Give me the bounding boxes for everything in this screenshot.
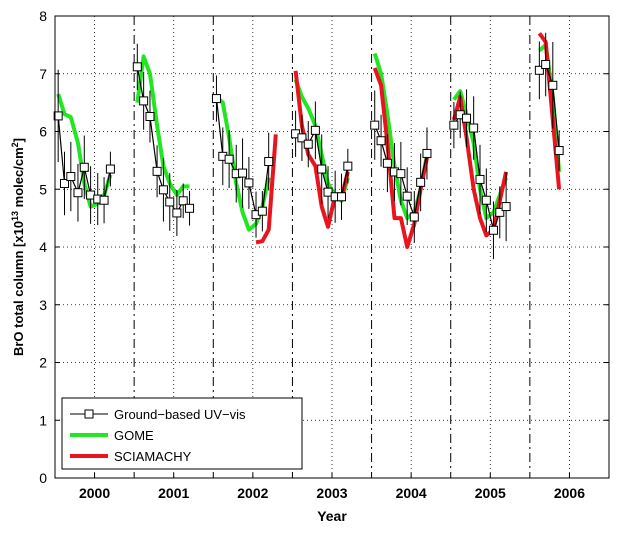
- ground-data-point: [165, 197, 175, 207]
- ground-data-point: [402, 191, 412, 201]
- x-tick-label: 2004: [396, 485, 427, 501]
- y-tick-label: 8: [39, 8, 47, 24]
- ground-data-point: [534, 65, 544, 75]
- sciamachy-series-line: [372, 67, 429, 249]
- ground-data-point: [475, 174, 485, 184]
- ground-data-point: [310, 125, 320, 135]
- axis-ticks: 0 1 2 3 4 5 6 7 8 2000 2001 2002 2003 2004 2005 2006: [39, 8, 609, 501]
- legend: Ground−based UV−vis GOME SCIAMACHY: [61, 397, 303, 470]
- ground-data-point: [554, 146, 564, 156]
- legend-gome-label: GOME: [114, 428, 154, 443]
- ground-data-point: [501, 202, 511, 212]
- ground-data-point: [323, 187, 333, 197]
- ground-data-point: [66, 172, 76, 182]
- legend-sciamachy-label: SCIAMACHY: [114, 449, 192, 464]
- y-tick-label: 1: [39, 412, 47, 428]
- ground-data-point: [59, 178, 69, 188]
- ground-data-point: [382, 158, 392, 168]
- y-tick-label: 2: [39, 355, 47, 371]
- x-tick-label: 2001: [158, 485, 189, 501]
- ground-data-point: [488, 225, 498, 235]
- x-tick-label: 2006: [554, 485, 585, 501]
- y-axis-label: BrO total column [x1013 molec/cm2]: [10, 138, 26, 356]
- ground-data-point: [336, 192, 346, 202]
- y-tick-label: 0: [39, 470, 47, 486]
- ground-data-point: [224, 154, 234, 164]
- ground-data-point: [264, 157, 274, 167]
- series-layer: [53, 32, 564, 260]
- ground-data-point: [343, 161, 353, 171]
- ground-data-point: [303, 139, 313, 149]
- ground-data-point: [105, 164, 115, 174]
- ground-data-point: [409, 212, 419, 222]
- ground-data-point: [244, 178, 254, 188]
- ground-data-point: [172, 208, 182, 218]
- y-tick-label: 6: [39, 124, 47, 140]
- ground-data-point: [238, 168, 248, 178]
- ground-data-point: [211, 94, 221, 104]
- ground-data-point: [79, 162, 89, 172]
- ground-data-point: [178, 196, 188, 206]
- y-tick-label: 3: [39, 297, 47, 313]
- ground-data-point: [185, 203, 195, 213]
- y-tick-label: 5: [39, 181, 47, 197]
- x-tick-label: 2000: [79, 485, 110, 501]
- ground-data-point: [376, 136, 386, 146]
- ground-data-point: [481, 195, 491, 205]
- ground-data-point: [99, 195, 109, 205]
- x-tick-label: 2005: [475, 485, 506, 501]
- ground-data-point: [422, 148, 432, 158]
- ground-data-point: [541, 60, 551, 70]
- ground-data-point: [495, 207, 505, 217]
- ground-data-point: [416, 177, 426, 187]
- ground-data-point: [73, 188, 83, 198]
- x-tick-label: 2002: [237, 485, 268, 501]
- ground-data-point: [462, 113, 472, 123]
- sciamachy-series-line: [255, 134, 278, 245]
- legend-ground-label: Ground−based UV−vis: [114, 407, 246, 422]
- ground-data-point: [132, 62, 142, 72]
- ground-data-point: [449, 120, 459, 130]
- y-tick-label: 4: [39, 239, 47, 255]
- ground-data-point: [396, 169, 406, 179]
- ground-data-point: [145, 111, 155, 121]
- ground-data-point: [548, 80, 558, 90]
- x-tick-label: 2003: [316, 485, 347, 501]
- ground-data-point: [152, 166, 162, 176]
- ground-data-point: [317, 164, 327, 174]
- ground-data-point: [53, 111, 63, 121]
- ground-data-point: [370, 120, 380, 130]
- ground-data-point: [158, 185, 168, 195]
- ground-data-point: [257, 206, 267, 216]
- x-axis-label: Year: [317, 508, 347, 524]
- ground-data-point: [469, 123, 479, 133]
- legend-ground-marker: [84, 409, 94, 419]
- y-tick-label: 7: [39, 66, 47, 82]
- ground-data-point: [297, 133, 307, 143]
- ground-data-point: [139, 96, 149, 106]
